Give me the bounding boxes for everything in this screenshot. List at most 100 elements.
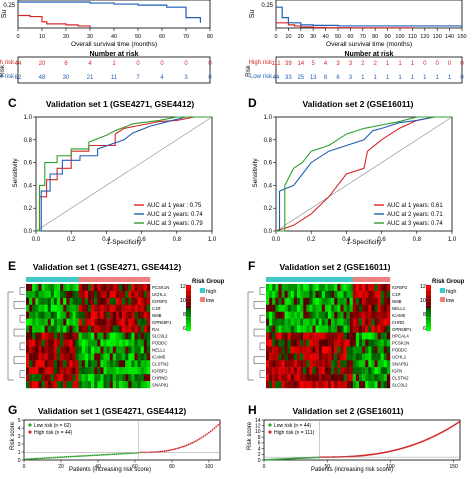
- panel-e-scale-12: 12: [180, 284, 186, 290]
- heatmap-cell: [269, 332, 273, 340]
- risk-table-high-count: 20: [39, 61, 46, 67]
- risk-point: [302, 457, 305, 459]
- heatmap-cell: [115, 353, 120, 361]
- heatmap-group-cell: [374, 277, 378, 282]
- roc-ytick-label: 0.8: [24, 138, 33, 144]
- heatmap-cell: [75, 353, 79, 361]
- heatmap-group-cell: [60, 277, 64, 282]
- heatmap-cell: [78, 339, 82, 347]
- heatmap-cell: [146, 353, 151, 361]
- risk-point: [24, 458, 27, 461]
- heatmap-group-cell: [106, 277, 110, 282]
- heatmap-group-cell: [128, 277, 132, 282]
- risk-point: [104, 453, 107, 456]
- heatmap-cell: [355, 367, 360, 375]
- heatmap-cell: [290, 360, 295, 368]
- heatmap-cell: [343, 381, 347, 389]
- heatmap-cell: [131, 284, 135, 292]
- heatmap-group-cell: [309, 277, 313, 282]
- heatmap-cell: [380, 381, 384, 389]
- heatmap-cell: [72, 297, 76, 305]
- heatmap-cell: [125, 332, 129, 340]
- heatmap-cell: [35, 311, 39, 319]
- survival-panel-a: Su 0.25 0 10 20 30 40 50 60 70 80 Overall surviv…: [0, 0, 213, 84]
- risk-point: [182, 445, 184, 448]
- heatmap-cell: [346, 311, 350, 319]
- heatmap-cell: [91, 367, 95, 375]
- heatmap-cell: [266, 353, 270, 361]
- heatmap-colorscale-step: [426, 321, 431, 325]
- risk-point: [206, 433, 208, 435]
- heatmap-cell: [386, 374, 391, 382]
- heatmap-cell: [352, 304, 357, 312]
- heatmap-cell: [38, 353, 42, 361]
- heatmap-cell: [60, 346, 64, 354]
- risk-xtick-label: 0: [23, 464, 26, 470]
- heatmap-cell: [328, 284, 332, 292]
- heatmap-colorscale-step: [426, 305, 431, 309]
- roc-xtick-label: 0.8: [413, 237, 422, 243]
- heatmap-group-cell: [50, 277, 55, 282]
- heatmap-cell: [57, 381, 61, 389]
- heatmap-cell: [122, 304, 126, 312]
- heatmap-cell: [47, 311, 51, 319]
- heatmap-cell: [97, 374, 101, 382]
- heatmap-colorscale-step: [426, 317, 431, 320]
- heatmap-cell: [318, 297, 322, 305]
- risk-point: [275, 458, 278, 461]
- heatmap-colorscale-step: [186, 319, 191, 322]
- heatmap-cell: [269, 360, 273, 368]
- heatmap-cell: [312, 284, 316, 292]
- heatmap-cell: [343, 311, 347, 319]
- risk-point: [271, 458, 274, 461]
- heatmap-cell: [297, 339, 301, 347]
- heatmap-cell: [69, 311, 73, 319]
- heatmap-cell: [38, 360, 42, 368]
- heatmap-colorscale-step: [426, 319, 431, 322]
- heatmap-cell: [53, 318, 58, 326]
- heatmap-cell: [359, 381, 363, 389]
- heatmap-cell: [362, 339, 366, 347]
- heatmap-cell: [44, 290, 48, 299]
- heatmap-cell: [324, 367, 329, 375]
- risk-point: [36, 457, 38, 460]
- heatmap-cell: [72, 339, 76, 347]
- heatmap-cell: [94, 297, 98, 305]
- heatmap-cell: [266, 367, 270, 375]
- heatmap-cell: [47, 381, 51, 389]
- heatmap-cell: [374, 325, 378, 333]
- heatmap-cell: [281, 353, 285, 361]
- heatmap-cell: [362, 284, 366, 292]
- roc-xtick-label: 0.0: [32, 237, 41, 243]
- heatmap-cell: [362, 374, 366, 382]
- heatmap-cell: [269, 304, 273, 312]
- risk-point: [158, 450, 160, 453]
- heatmap-cell: [321, 318, 326, 326]
- heatmap-cell: [38, 297, 42, 305]
- heatmap-cell: [143, 304, 148, 312]
- surv-xtick-label: 120: [420, 34, 429, 40]
- heatmap-cell: [26, 381, 30, 389]
- heatmap-cell: [134, 353, 138, 361]
- roc-legend-label: AUC at 1 year : 0.75: [147, 203, 202, 209]
- heatmap-cell: [328, 304, 332, 312]
- heatmap-cell: [146, 374, 151, 382]
- heatmap-cell: [75, 284, 79, 292]
- heatmap-cell: [374, 381, 378, 389]
- heatmap-cell: [290, 332, 295, 340]
- heatmap-cell: [106, 325, 110, 333]
- heatmap-cell: [143, 325, 148, 333]
- heatmap-cell: [321, 381, 326, 389]
- risk-point: [189, 442, 192, 445]
- heatmap-cell: [97, 311, 101, 319]
- heatmap-cell: [57, 353, 61, 361]
- heatmap-group-cell: [35, 277, 39, 282]
- heatmap-cell: [328, 381, 332, 389]
- heatmap-cell: [26, 284, 30, 292]
- heatmap-cell: [134, 290, 138, 299]
- heatmap-cell: [143, 339, 148, 347]
- heatmap-cell: [53, 339, 58, 347]
- heatmap-group-cell: [29, 277, 33, 282]
- heatmap-cell: [377, 325, 381, 333]
- heatmap-group-cell: [383, 277, 388, 282]
